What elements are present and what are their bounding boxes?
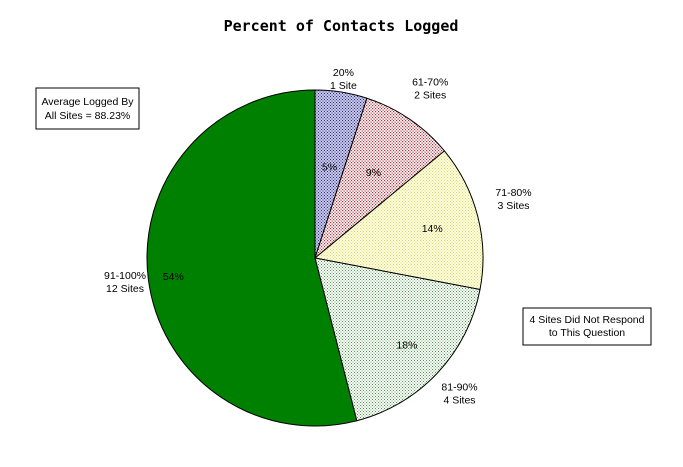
pie-slice-2 [313, 97, 446, 260]
pie-slice-5 [146, 89, 358, 427]
chart-title: Percent of Contacts Logged [224, 17, 459, 35]
no-response-note: 4 Sites Did Not Respond to This Question [522, 307, 652, 346]
percent-labels: 5% 9% 14% 18% 54% [163, 162, 443, 352]
slice-percent-label: 54% [163, 271, 184, 283]
slice-percent-label: 5% [322, 162, 337, 174]
slice-percent-label: 18% [396, 339, 417, 351]
average-note-line1: Average Logged By [41, 96, 134, 108]
pie-slices [146, 89, 484, 427]
pie-slice-4 [314, 257, 481, 422]
no-response-note-line2: to This Question [549, 327, 625, 339]
slice-category-label: 81-90% 4 Sites [441, 382, 477, 407]
category-labels: 20% 1 Site 61-70% 2 Sites 71-80% 3 Sites 81-90… [104, 67, 532, 407]
pie-slice-3 [313, 150, 484, 291]
no-response-note-box [522, 307, 652, 346]
slice-percent-label: 9% [366, 167, 381, 179]
slice-percent-label: 14% [422, 223, 443, 235]
average-note-line2: All Sites = 88.23% [45, 110, 131, 122]
no-response-note-line1: 4 Sites Did Not Respond [530, 314, 645, 326]
slice-category-label: 61-70% 2 Sites [412, 77, 448, 102]
slice-category-label: 91-100% 12 Sites [104, 270, 146, 295]
average-note: Average Logged By All Sites = 88.23% [35, 87, 140, 130]
average-note-box [35, 87, 140, 130]
slice-category-label: 20% 1 Site [330, 67, 357, 92]
slice-category-label: 71-80% 3 Sites [495, 187, 531, 212]
